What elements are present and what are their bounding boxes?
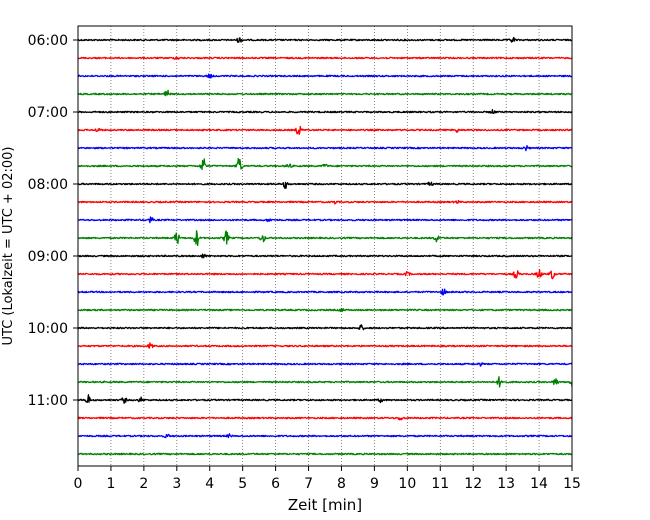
x-tick-label: 13 — [497, 476, 515, 492]
trace-0800 — [77, 181, 573, 189]
trace-0745 — [77, 157, 573, 171]
trace-0845 — [77, 230, 573, 247]
trace-1145 — [77, 452, 573, 456]
trace-1100 — [77, 394, 573, 404]
trace-1030 — [77, 362, 573, 367]
trace-0600 — [77, 36, 573, 43]
x-tick-label: 9 — [370, 476, 379, 492]
trace-0830 — [77, 216, 573, 224]
x-tick-label: 10 — [398, 476, 416, 492]
y-tick-label: 09:00 — [28, 249, 68, 265]
x-tick-label: 14 — [530, 476, 548, 492]
trace-0700 — [77, 108, 573, 115]
trace-0715 — [77, 125, 573, 135]
trace-1015 — [77, 342, 573, 349]
y-axis: 06:00 07:00 08:00 09:00 10:00 11:00 — [28, 33, 78, 409]
x-tick-label: 11 — [431, 476, 449, 492]
trace-0945 — [77, 307, 573, 313]
trace-1000 — [77, 324, 573, 331]
trace-0915 — [77, 269, 573, 280]
y-tick-label: 11:00 — [28, 393, 68, 409]
x-tick-label: 4 — [205, 476, 214, 492]
trace-0630 — [77, 73, 573, 79]
y-axis-title: UTC (Lokalzeit = UTC + 02:00) — [1, 147, 16, 346]
y-tick-label: 08:00 — [28, 177, 68, 193]
trace-0730 — [77, 145, 573, 152]
x-axis: 0 1 2 3 4 5 6 7 8 9 10 11 12 13 14 15 — [74, 466, 581, 492]
plot-frame — [77, 25, 573, 467]
trace-0930 — [77, 288, 573, 296]
x-axis-title: Zeit [min] — [288, 496, 362, 514]
x-tick-label: 0 — [74, 476, 83, 492]
y-tick-label: 10:00 — [28, 321, 68, 337]
x-tick-label: 12 — [464, 476, 482, 492]
trace-1130 — [77, 433, 573, 439]
x-tick-label: 7 — [304, 476, 313, 492]
x-tick-label: 8 — [337, 476, 346, 492]
trace-0900 — [77, 253, 573, 259]
x-tick-label: 15 — [563, 476, 581, 492]
x-tick-label: 5 — [238, 476, 247, 492]
trace-0815 — [77, 199, 573, 205]
trace-1045 — [77, 376, 573, 388]
trace-0615 — [77, 56, 573, 60]
trace-0645 — [77, 89, 573, 97]
x-tick-label: 1 — [106, 476, 115, 492]
y-tick-label: 06:00 — [28, 33, 68, 49]
x-tick-label: 2 — [139, 476, 148, 492]
trace-1115 — [77, 416, 573, 421]
x-tick-label: 6 — [271, 476, 280, 492]
y-tick-label: 07:00 — [28, 105, 68, 121]
x-tick-label: 3 — [172, 476, 181, 492]
seismic-traces — [77, 36, 573, 456]
